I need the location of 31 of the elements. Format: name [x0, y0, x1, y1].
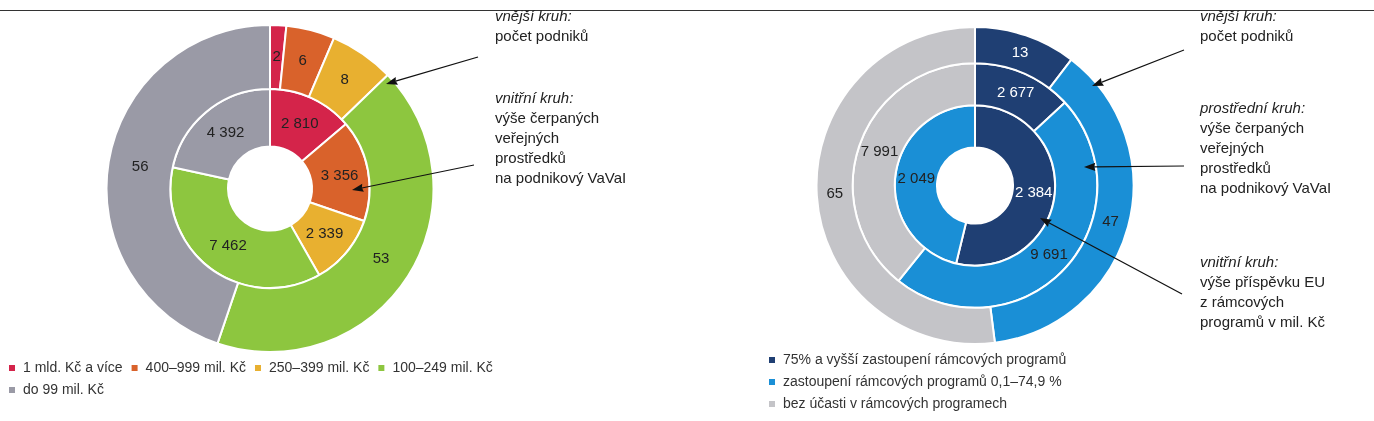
data-label: 53 — [372, 249, 390, 267]
data-label: 47 — [1102, 212, 1119, 230]
legend-label: 1 mld. Kč a více — [23, 358, 123, 375]
legend-label: bez účasti v rámcových programech — [783, 394, 1008, 411]
data-label: 13 — [1011, 42, 1029, 60]
legend-label: 75% a vyšší zastoupení rámcových programů — [783, 350, 1067, 367]
data-label: 4 392 — [206, 123, 245, 141]
data-label: 2 677 — [996, 82, 1035, 100]
data-label: 65 — [826, 184, 844, 202]
legend-label: zastoupení rámcových programů 0,1–74,9 % — [783, 372, 1062, 389]
text: vnitřní kruh: výše čerpaných veřejných prostředků na podnikový VaVaI — [495, 88, 627, 188]
data-label: 9 691 — [1030, 244, 1068, 262]
data-label: 2 — [272, 47, 281, 65]
data-label: 3 356 — [320, 165, 359, 183]
data-label: 2 384 — [1014, 182, 1053, 200]
data-label: 6 — [298, 51, 307, 69]
data-label: 7 462 — [209, 235, 247, 253]
data-label: 2 810 — [280, 114, 319, 132]
text: vnější kruh: počet podniků — [495, 6, 589, 46]
data-label: 2 339 — [305, 223, 344, 241]
text: vnitřní kruh: výše příspěvku EU z rámcových programů v mil. Kč — [1200, 252, 1326, 332]
data-label: 2 049 — [897, 168, 936, 186]
data-label: 7 991 — [860, 142, 899, 160]
legend-label: 400–999 mil. Kč — [145, 358, 246, 375]
text: prostřední kruh: výše čerpaných veřejných prostředků na podnikový VaVaI — [1200, 98, 1332, 198]
text: vnější kruh: počet podniků — [1200, 6, 1294, 46]
legend-label: 100–249 mil. Kč — [392, 358, 493, 375]
data-label: 56 — [131, 157, 149, 175]
data-label: 8 — [340, 70, 349, 88]
legend-label: 250–399 mil. Kč — [268, 358, 370, 375]
legend-label: do 99 mil. Kč — [23, 380, 104, 397]
